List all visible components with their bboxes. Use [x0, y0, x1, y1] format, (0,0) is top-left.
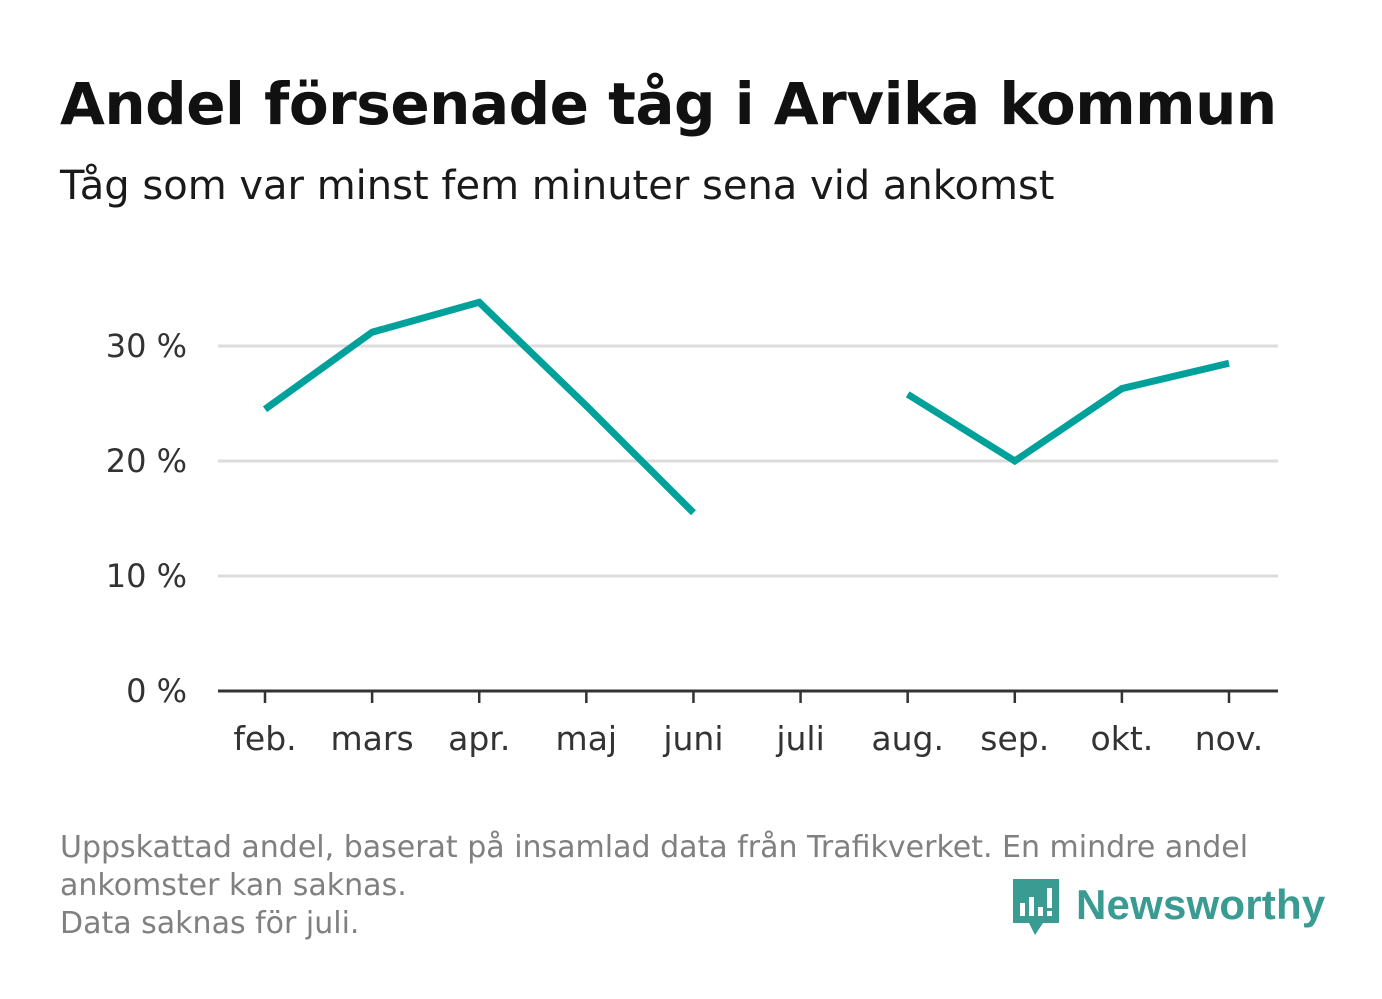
series-line: [905, 359, 1230, 466]
brand-name: Newsworthy: [1076, 881, 1326, 928]
y-tick-label: 10 %: [106, 557, 187, 595]
footnote-line-1: Uppskattad andel, baserat på insamlad da…: [60, 830, 1249, 865]
newsworthy-logo-icon: [1010, 877, 1062, 943]
chart-subtitle: Tåg som var minst fem minuter sena vid a…: [60, 163, 1055, 209]
newsworthy-brand: Newsworthy: [1010, 878, 1325, 942]
y-tick-label: 20 %: [106, 442, 187, 480]
y-tick-label: 30 %: [106, 327, 187, 365]
x-tick-label: mars: [331, 719, 414, 758]
series-line: [262, 298, 696, 516]
x-tick-label: nov.: [1195, 719, 1264, 758]
y-tick-label: 0 %: [126, 672, 187, 710]
x-tick-label: apr.: [448, 719, 510, 758]
x-tick-label: sep.: [980, 719, 1049, 758]
chart-title: Andel försenade tåg i Arvika kommun: [60, 70, 1277, 138]
x-tick-label: juni: [662, 719, 723, 758]
x-tick-label: aug.: [871, 719, 944, 758]
x-tick-label: feb.: [233, 719, 296, 758]
x-tick-label: okt.: [1091, 719, 1154, 758]
x-tick-label: juli: [775, 719, 824, 758]
x-tick-label: maj: [556, 719, 618, 758]
footnote: Uppskattad andel, baserat på insamlad da…: [60, 829, 1330, 943]
line-chart: 0 % 10 % 20 % 30 % feb. mars apr. maj juni juli au…: [106, 298, 1278, 758]
footnote-line-2: ankomster kan saknas.: [60, 868, 407, 903]
footnote-line-3: Data saknas för juli.: [60, 906, 360, 941]
